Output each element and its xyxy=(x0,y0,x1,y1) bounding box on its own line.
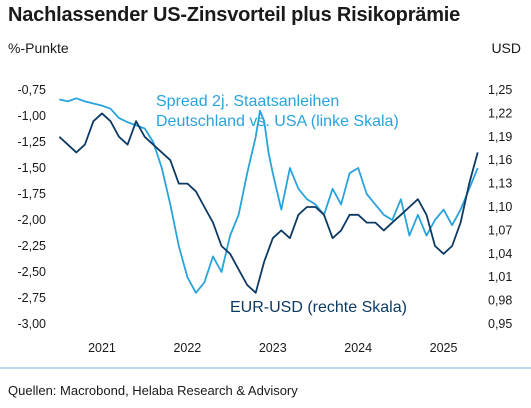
x-tick-label: 2025 xyxy=(430,341,458,355)
x-axis-ticks: 2021 2022 2023 2024 2025 xyxy=(88,341,457,355)
right-axis-ticks: 1,25 1,22 1,19 1,16 1,13 1,10 1,07 1,04 1,01 0,98… xyxy=(488,83,512,331)
left-tick-label: -1,00 xyxy=(18,109,47,123)
left-tick-label: -2,50 xyxy=(18,265,47,279)
left-tick-label: -2,00 xyxy=(18,213,47,227)
annotation-eurusd: EUR-USD (rechte Skala) xyxy=(230,299,407,316)
left-tick-label: -1,50 xyxy=(18,161,47,175)
right-tick-label: 1,22 xyxy=(488,106,512,120)
left-tick-label: -3,00 xyxy=(18,317,47,331)
right-tick-label: 1,16 xyxy=(488,153,512,167)
x-tick-label: 2021 xyxy=(88,341,116,355)
left-axis-ticks: -0,75 -1,00 -1,25 -1,50 -1,75 -2,00 -2,25 -2,50… xyxy=(18,83,47,331)
series-line-eurusd xyxy=(58,112,479,294)
chart-title: Nachlassender US-Zinsvorteil plus Risiko… xyxy=(8,4,461,26)
left-tick-label: -2,25 xyxy=(18,239,47,253)
x-tick-label: 2022 xyxy=(173,341,201,355)
right-tick-label: 0,95 xyxy=(488,317,512,331)
source-note: Quellen: Macrobond, Helaba Research & Ad… xyxy=(8,383,298,398)
left-axis-unit: %-Punkte xyxy=(8,40,69,56)
left-tick-label: -1,25 xyxy=(18,135,47,149)
right-tick-label: 0,98 xyxy=(488,294,512,308)
right-tick-label: 1,01 xyxy=(488,270,512,284)
series-line-spread xyxy=(59,97,479,294)
right-tick-label: 1,04 xyxy=(488,247,512,261)
left-tick-label: -0,75 xyxy=(18,83,47,97)
right-tick-label: 1,25 xyxy=(488,83,512,97)
right-tick-label: 1,10 xyxy=(488,200,512,214)
left-tick-label: -1,75 xyxy=(18,187,47,201)
right-tick-label: 1,19 xyxy=(488,130,512,144)
right-tick-label: 1,13 xyxy=(488,177,512,191)
annotation-spread-line1: Spread 2j. Staatsanleihen xyxy=(156,93,339,110)
annotation-spread-line2: Deutschland vs. USA (linke Skala) xyxy=(156,113,399,130)
right-axis-unit: USD xyxy=(491,40,521,56)
left-tick-label: -2,75 xyxy=(18,291,47,305)
x-tick-label: 2024 xyxy=(344,341,372,355)
right-tick-label: 1,07 xyxy=(488,223,512,237)
x-tick-label: 2023 xyxy=(259,341,287,355)
